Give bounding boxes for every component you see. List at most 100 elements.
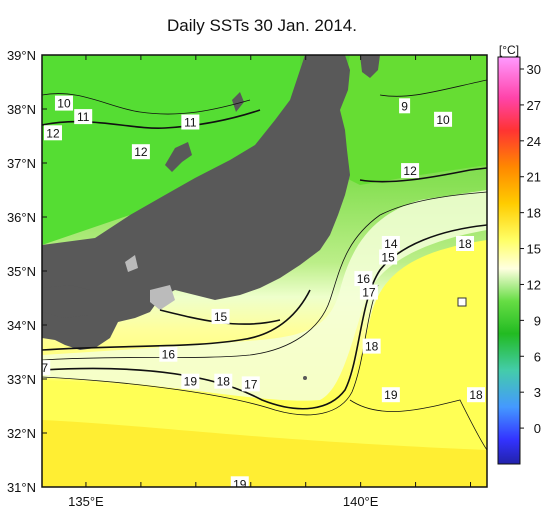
- isotherm-label-text: 15: [214, 310, 228, 324]
- isotherm-label: 11: [181, 114, 200, 130]
- longitude-axis: 135°E 140°E: [68, 55, 472, 509]
- isotherm-label: 12: [131, 144, 150, 160]
- isotherm-label-bg: [401, 163, 420, 179]
- lat-tick-label: 36°N: [7, 210, 36, 225]
- isotherm-label-text: 19: [184, 375, 198, 389]
- colorbar-tick-label: 12: [527, 277, 541, 292]
- southern-warm-region: [42, 240, 487, 487]
- southern-hot-region: [42, 420, 487, 487]
- isotherm-18-line: [42, 224, 487, 410]
- lat-tick-label: 39°N: [7, 48, 36, 63]
- isotherm-label-text: 18: [365, 340, 379, 354]
- colorbar-tick-label: 30: [527, 62, 541, 77]
- isotherm-label-bg: [381, 387, 400, 403]
- isotherm-label-bg: [354, 271, 373, 287]
- pacific-island: [457, 297, 467, 307]
- isotherm-label-bg: [54, 95, 73, 111]
- isotherm-label-text: 16: [357, 272, 371, 286]
- isotherm-label-text: 18: [469, 388, 483, 402]
- isotherm-label-text: 19: [233, 477, 247, 491]
- colorbar-tick-label: 9: [534, 313, 541, 328]
- isotherm-label-text: 17: [362, 286, 376, 300]
- isotherm-label: 16: [159, 346, 178, 362]
- isotherm-label-bg: [131, 144, 150, 160]
- isotherm-label-bg: [359, 284, 378, 300]
- isotherm-label-bg: [381, 236, 400, 251]
- isotherm-16-line: [42, 289, 311, 351]
- hokkaido-land: [360, 55, 380, 78]
- lat-tick-label: 35°N: [7, 264, 36, 279]
- isotherm-label-text: 12: [134, 145, 148, 159]
- lake: [125, 255, 138, 272]
- isotherm-label-bg: [399, 98, 411, 114]
- isotherm-label: 14: [381, 236, 400, 251]
- isotherm-label-text: 7: [41, 361, 48, 375]
- colorbar-unit: [°C]: [499, 43, 519, 57]
- colorbar-tick-label: 6: [534, 349, 541, 364]
- isotherm-label-text: 18: [458, 237, 472, 251]
- isotherm-label-text: 18: [217, 375, 231, 389]
- isotherm-label-text: 12: [46, 126, 60, 140]
- isotherm-label-bg: [214, 373, 233, 389]
- lat-tick-label: 38°N: [7, 102, 36, 117]
- isotherm-10-line: [379, 79, 487, 97]
- isotherm-label-bg: [467, 387, 486, 403]
- colorbar-tick-label: 0: [534, 421, 541, 436]
- isotherm-label-bg: [379, 249, 398, 265]
- isotherm-label: 18: [214, 373, 233, 389]
- isotherm-label: 19: [381, 387, 400, 403]
- lat-tick-label: 32°N: [7, 426, 36, 441]
- lat-tick-label: 37°N: [7, 156, 36, 171]
- isotherm-label-bg: [181, 114, 200, 130]
- isotherm-label-bg: [211, 308, 230, 324]
- isotherm-label: 10: [54, 95, 73, 111]
- isotherm-label: 18: [467, 387, 486, 403]
- isotherm-label-text: 10: [57, 97, 71, 111]
- isotherm-label: 17: [241, 376, 260, 392]
- isotherm-label-bg: [230, 476, 249, 487]
- isotherm-label: 19: [181, 373, 200, 389]
- kuroshio-band: [42, 190, 487, 401]
- isotherm-label-bg: [181, 373, 200, 389]
- sado-island: [232, 92, 244, 112]
- isotherm-label: 18: [456, 236, 475, 251]
- northeast-pacific-cold-region: [330, 55, 487, 185]
- isotherm-label-text: 15: [381, 251, 395, 265]
- colorbar-tick-label: 3: [534, 385, 541, 400]
- isotherm-label: 17: [359, 284, 378, 300]
- isotherm-label-bg: [159, 346, 178, 362]
- colorbar-scale: [497, 56, 521, 465]
- isotherm-label-text: 17: [244, 377, 258, 391]
- isotherm-label-text: 14: [384, 237, 398, 251]
- isotherm-label: 18: [362, 338, 381, 354]
- isotherm-label: 19: [230, 476, 249, 491]
- colorbar-tick-label: 21: [527, 170, 541, 185]
- izu-island: [303, 376, 307, 380]
- lon-tick-label: 135°E: [68, 494, 104, 509]
- isotherm-label: 12: [401, 163, 420, 179]
- isotherm-label-bg: [434, 111, 453, 127]
- isotherm-label-text: 10: [436, 113, 450, 127]
- isotherm-label-text: 11: [184, 116, 197, 130]
- isotherm-label-text: 11: [77, 110, 90, 124]
- colorbar-tick-label: 15: [527, 242, 541, 257]
- isotherm-label-bg: [43, 125, 62, 141]
- lon-tick-label: 140°E: [343, 494, 379, 509]
- isotherm-label: 11: [74, 109, 93, 125]
- lat-tick-label: 33°N: [7, 372, 36, 387]
- isotherm-12-east-line: [359, 167, 487, 183]
- isotherm-label: 12: [43, 125, 62, 141]
- isotherm-label-bg: [456, 236, 475, 251]
- lat-tick-label: 31°N: [7, 480, 36, 495]
- isotherm-label: 9: [399, 98, 411, 114]
- shikoku-land: [42, 285, 100, 318]
- isotherm-label-text: 19: [384, 388, 398, 402]
- isotherm-label: 16: [354, 271, 373, 287]
- lat-tick-label: 34°N: [7, 318, 36, 333]
